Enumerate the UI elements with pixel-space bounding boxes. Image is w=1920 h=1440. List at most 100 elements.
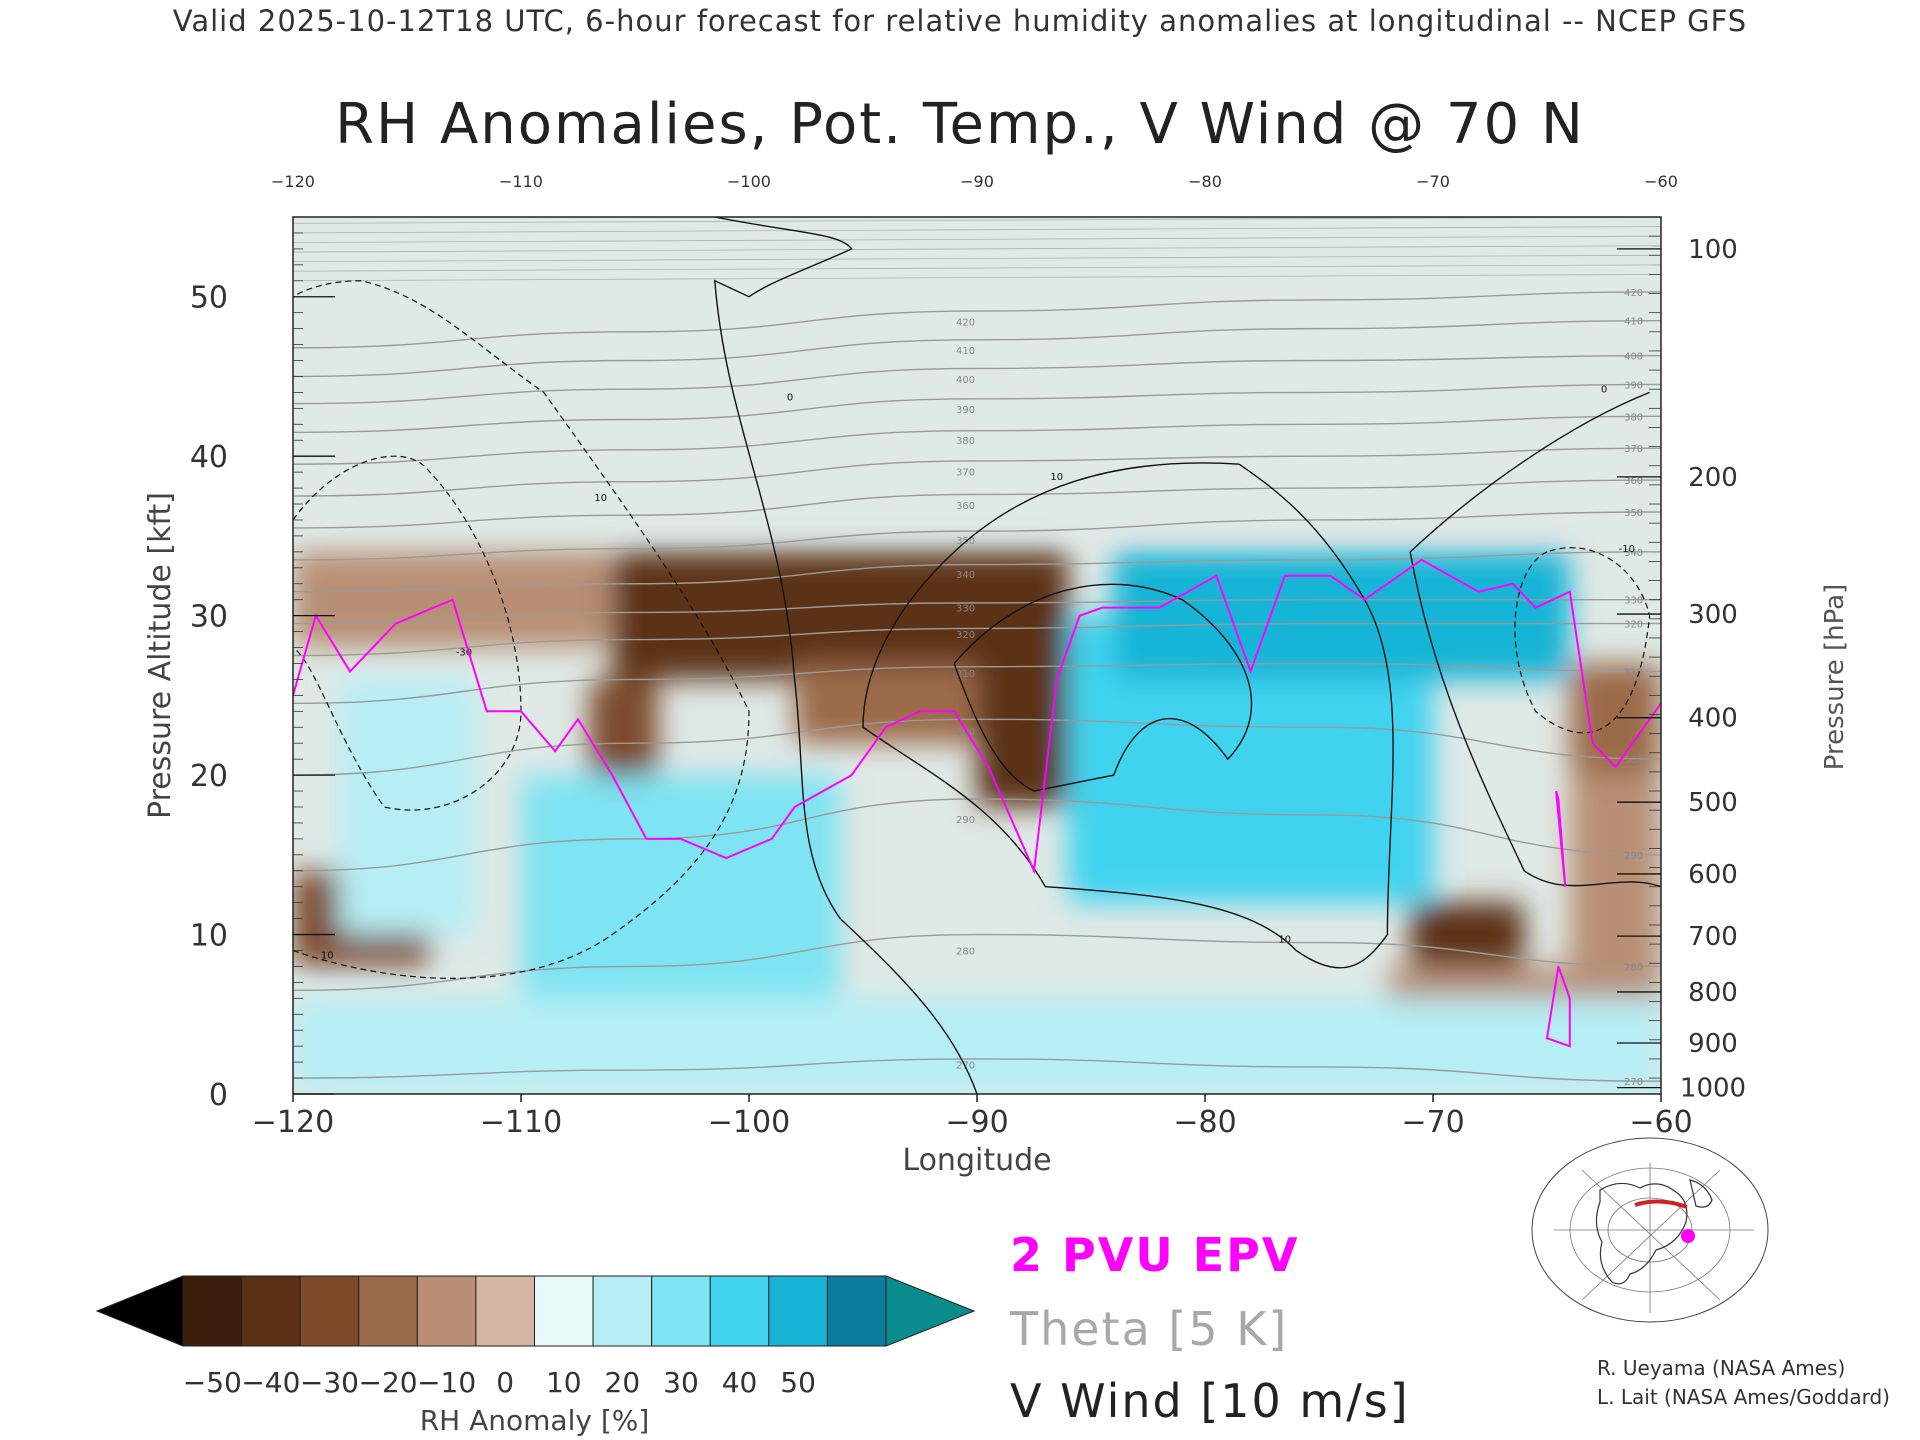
theta-contour [293, 798, 1661, 872]
theta-contour-label: 350 [1624, 508, 1643, 519]
chart-title: RH Anomalies, Pot. Temp., V Wind @ 70 N [335, 92, 1585, 157]
colorbar-swatch [416, 1275, 477, 1347]
x-tick-label: −120 [252, 1105, 334, 1140]
colorbar-tick-label: 20 [605, 1366, 641, 1399]
theta-contour [293, 274, 1661, 282]
v-wind-contour [714, 217, 978, 1094]
pressure-tick-label: 100 [1688, 235, 1738, 265]
pressure-tick-label: 700 [1688, 922, 1738, 952]
colorbar-tick-label: −20 [358, 1366, 417, 1399]
colorbar-tick-label: −40 [241, 1366, 300, 1399]
theta-contour [293, 235, 1661, 243]
colorbar-swatch [709, 1275, 770, 1347]
top-x-tick-label: −100 [727, 172, 771, 191]
v-wind-label: -30 [456, 648, 472, 659]
pressure-tick-label: 1000 [1680, 1074, 1746, 1104]
heatmap-cell [293, 998, 1661, 1094]
epv-line [1545, 966, 1571, 1048]
theta-contour [293, 355, 1661, 405]
heatmap-cell [521, 775, 841, 999]
v-wind-label: -10 [1619, 544, 1635, 555]
theta-contour-label: 340 [1624, 548, 1643, 559]
theta-contour-label: 360 [956, 501, 975, 512]
theta-contour-label: 410 [1624, 317, 1643, 328]
valid-time-header: Valid 2025-10-12T18 UTC, 6-hour forecast… [172, 4, 1748, 38]
theta-contour [293, 622, 1661, 657]
theta-contour-label: 370 [956, 467, 975, 478]
colorbar-swatch [241, 1275, 301, 1347]
theta-contour-label: 320 [956, 630, 975, 641]
y2-axis-label: Pressure [hPa] [1820, 584, 1850, 771]
colorbar-tick-label: 50 [780, 1366, 816, 1399]
x-tick-label: −80 [1173, 1105, 1236, 1140]
theta-contour-label: 300 [956, 727, 975, 738]
theta-contour [293, 245, 1661, 253]
v-wind-label: 0 [787, 392, 793, 403]
top-x-tick-label: −60 [1644, 172, 1678, 191]
colorbar-tick-label: 40 [722, 1366, 758, 1399]
top-x-tick-label: −120 [271, 172, 315, 191]
legend-theta: Theta [5 K] [1010, 1302, 1289, 1356]
theta-contour-label: 420 [1624, 288, 1643, 299]
theta-contour-label: 290 [956, 815, 975, 826]
v-wind-label: 10 [594, 493, 607, 504]
theta-contour-label: 320 [1624, 620, 1643, 631]
theta-contour-label: 380 [956, 436, 975, 447]
top-x-tick-label: −90 [960, 172, 994, 191]
theta-contour [293, 551, 1661, 593]
theta-contour [293, 226, 1661, 234]
theta-contour [293, 511, 1661, 561]
colorbar: −50 −40 −30 −20 −10 0 10 20 30 40 50 RH Anomaly [%] [95, 1275, 976, 1437]
heatmap-cell [1569, 663, 1661, 776]
v-wind-contour-dashed [1514, 547, 1651, 734]
theta-contour-label: 330 [956, 604, 975, 615]
theta-contour [293, 291, 1661, 349]
y-tick-label: 30 [190, 600, 228, 635]
theta-contour-label: 340 [956, 570, 975, 581]
x-tick-label: −70 [1401, 1105, 1464, 1140]
theta-contour-label: 310 [956, 669, 975, 680]
y-tick-label: 40 [190, 440, 228, 475]
theta-contour-label: 410 [956, 346, 975, 357]
theta-contour [293, 598, 1661, 625]
pressure-tick-label: 500 [1688, 788, 1738, 818]
theta-contour-label: 280 [1624, 962, 1643, 973]
theta-contour [293, 319, 1661, 378]
theta-contour-label: 390 [1624, 380, 1643, 391]
colorbar-swatch [475, 1275, 535, 1347]
colorbar-label: RH Anomaly [%] [420, 1404, 650, 1437]
x-axis-label: Longitude [902, 1143, 1051, 1178]
theta-contour [293, 264, 1661, 272]
colorbar-swatch [592, 1275, 653, 1347]
x-tick-label: −100 [708, 1105, 790, 1140]
epv-line [1555, 790, 1567, 887]
heatmap-cell [794, 663, 977, 744]
pressure-tick-label: 300 [1688, 600, 1738, 630]
v-wind-label: 10 [1278, 935, 1291, 946]
colorbar-tick-label: 10 [546, 1366, 582, 1399]
v-wind-contour [953, 583, 1253, 792]
legend-wind: V Wind [10 m/s] [1010, 1374, 1410, 1428]
x-tick-label: −90 [945, 1105, 1008, 1140]
theta-contour-label: 360 [1624, 476, 1643, 487]
heatmap-cell [977, 647, 1069, 807]
colorbar-swatch [182, 1275, 243, 1347]
theta-contour [293, 447, 1661, 497]
colorbar-tick-label: −30 [300, 1366, 359, 1399]
colorbar-tick-label: 30 [663, 1366, 699, 1399]
colorbar-swatch [651, 1275, 711, 1347]
theta-contour [293, 415, 1661, 465]
x-tick-label: −110 [480, 1105, 562, 1140]
y-tick-label: 0 [209, 1078, 228, 1113]
pressure-tick-label: 800 [1688, 978, 1738, 1008]
y-tick-label: 20 [190, 759, 228, 794]
theta-contour-label: 370 [1624, 444, 1643, 455]
theta-contour-label: 270 [1624, 1077, 1643, 1088]
theta-contour [293, 479, 1661, 529]
y-axis-label: Pressure Altitude [kft] [143, 492, 178, 819]
heatmap-cell [1113, 551, 1570, 680]
theta-contour [293, 383, 1661, 433]
colorbar-tick-label: −10 [417, 1366, 476, 1399]
